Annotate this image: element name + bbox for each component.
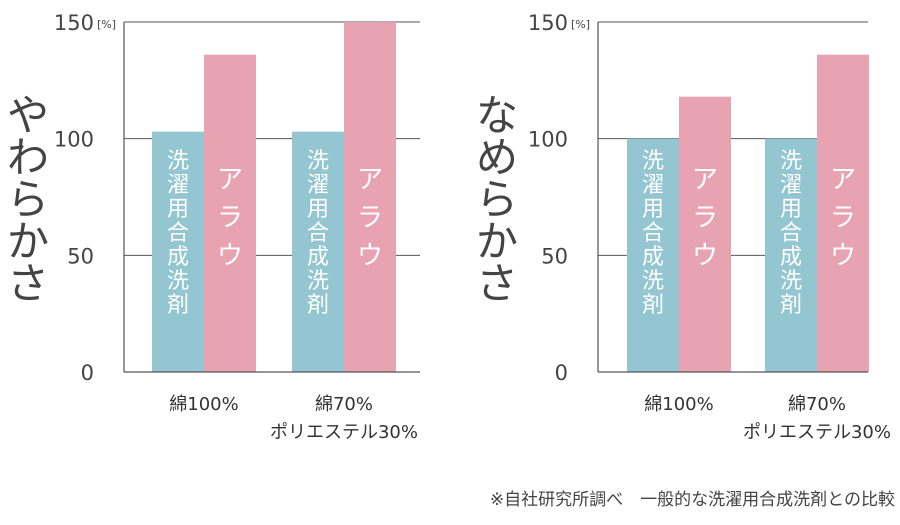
y-tick-label: 0: [555, 361, 568, 385]
bar-arau: [817, 54, 869, 373]
bar-label: アラウ: [692, 165, 718, 271]
bar-label: 洗濯用合成洗剤: [307, 149, 329, 318]
bar-label: アラウ: [357, 165, 383, 271]
y-tick-label: 150: [54, 11, 94, 35]
y-axis-label: やわらかさ: [7, 91, 49, 308]
bar-arau: [204, 54, 256, 373]
bar-detergent: [765, 138, 817, 372]
bar-detergent: [627, 138, 679, 372]
y-tick-label: 100: [54, 128, 94, 152]
bar-arau: [344, 22, 396, 372]
y-tick-label: 0: [81, 361, 94, 385]
bar-label: アラウ: [830, 165, 856, 271]
bar-label: 洗濯用合成洗剤: [167, 149, 189, 318]
chart-2: 洗濯用合成洗剤 洗濯用合成洗剤 アラウ アラウ 0 50 100 150 [%] 綿100% 綿70…: [476, 11, 891, 443]
x-category-label: ポリエステル30%: [743, 422, 891, 443]
x-category-label: 綿100%: [644, 394, 713, 415]
y-tick-label: 100: [528, 128, 568, 152]
bar-label: アラウ: [217, 165, 243, 271]
footnote: ※自社研究所調べ 一般的な洗濯用合成洗剤との比較: [490, 490, 895, 510]
x-category-label: 綿70%: [315, 394, 373, 415]
bar-label: 洗濯用合成洗剤: [780, 149, 802, 318]
x-category-label: 綿70%: [788, 394, 846, 415]
bar-label: 洗濯用合成洗剤: [642, 149, 664, 318]
x-category-label: ポリエステル30%: [270, 422, 418, 443]
y-unit-label: [%]: [97, 18, 116, 31]
x-category-label: 綿100%: [169, 394, 238, 415]
y-tick-label: 50: [67, 244, 94, 268]
bar-detergent: [292, 131, 344, 372]
bar-arau: [679, 96, 731, 373]
y-tick-label: 150: [528, 11, 568, 35]
y-unit-label: [%]: [571, 18, 590, 31]
chart-1: 洗濯用合成洗剤 洗濯用合成洗剤 アラウ アラウ 0 50 100 150 [%] 綿100% 綿70…: [7, 11, 420, 443]
bar-detergent: [152, 131, 204, 372]
y-axis-label: なめらかさ: [476, 91, 518, 308]
y-tick-label: 50: [541, 244, 568, 268]
